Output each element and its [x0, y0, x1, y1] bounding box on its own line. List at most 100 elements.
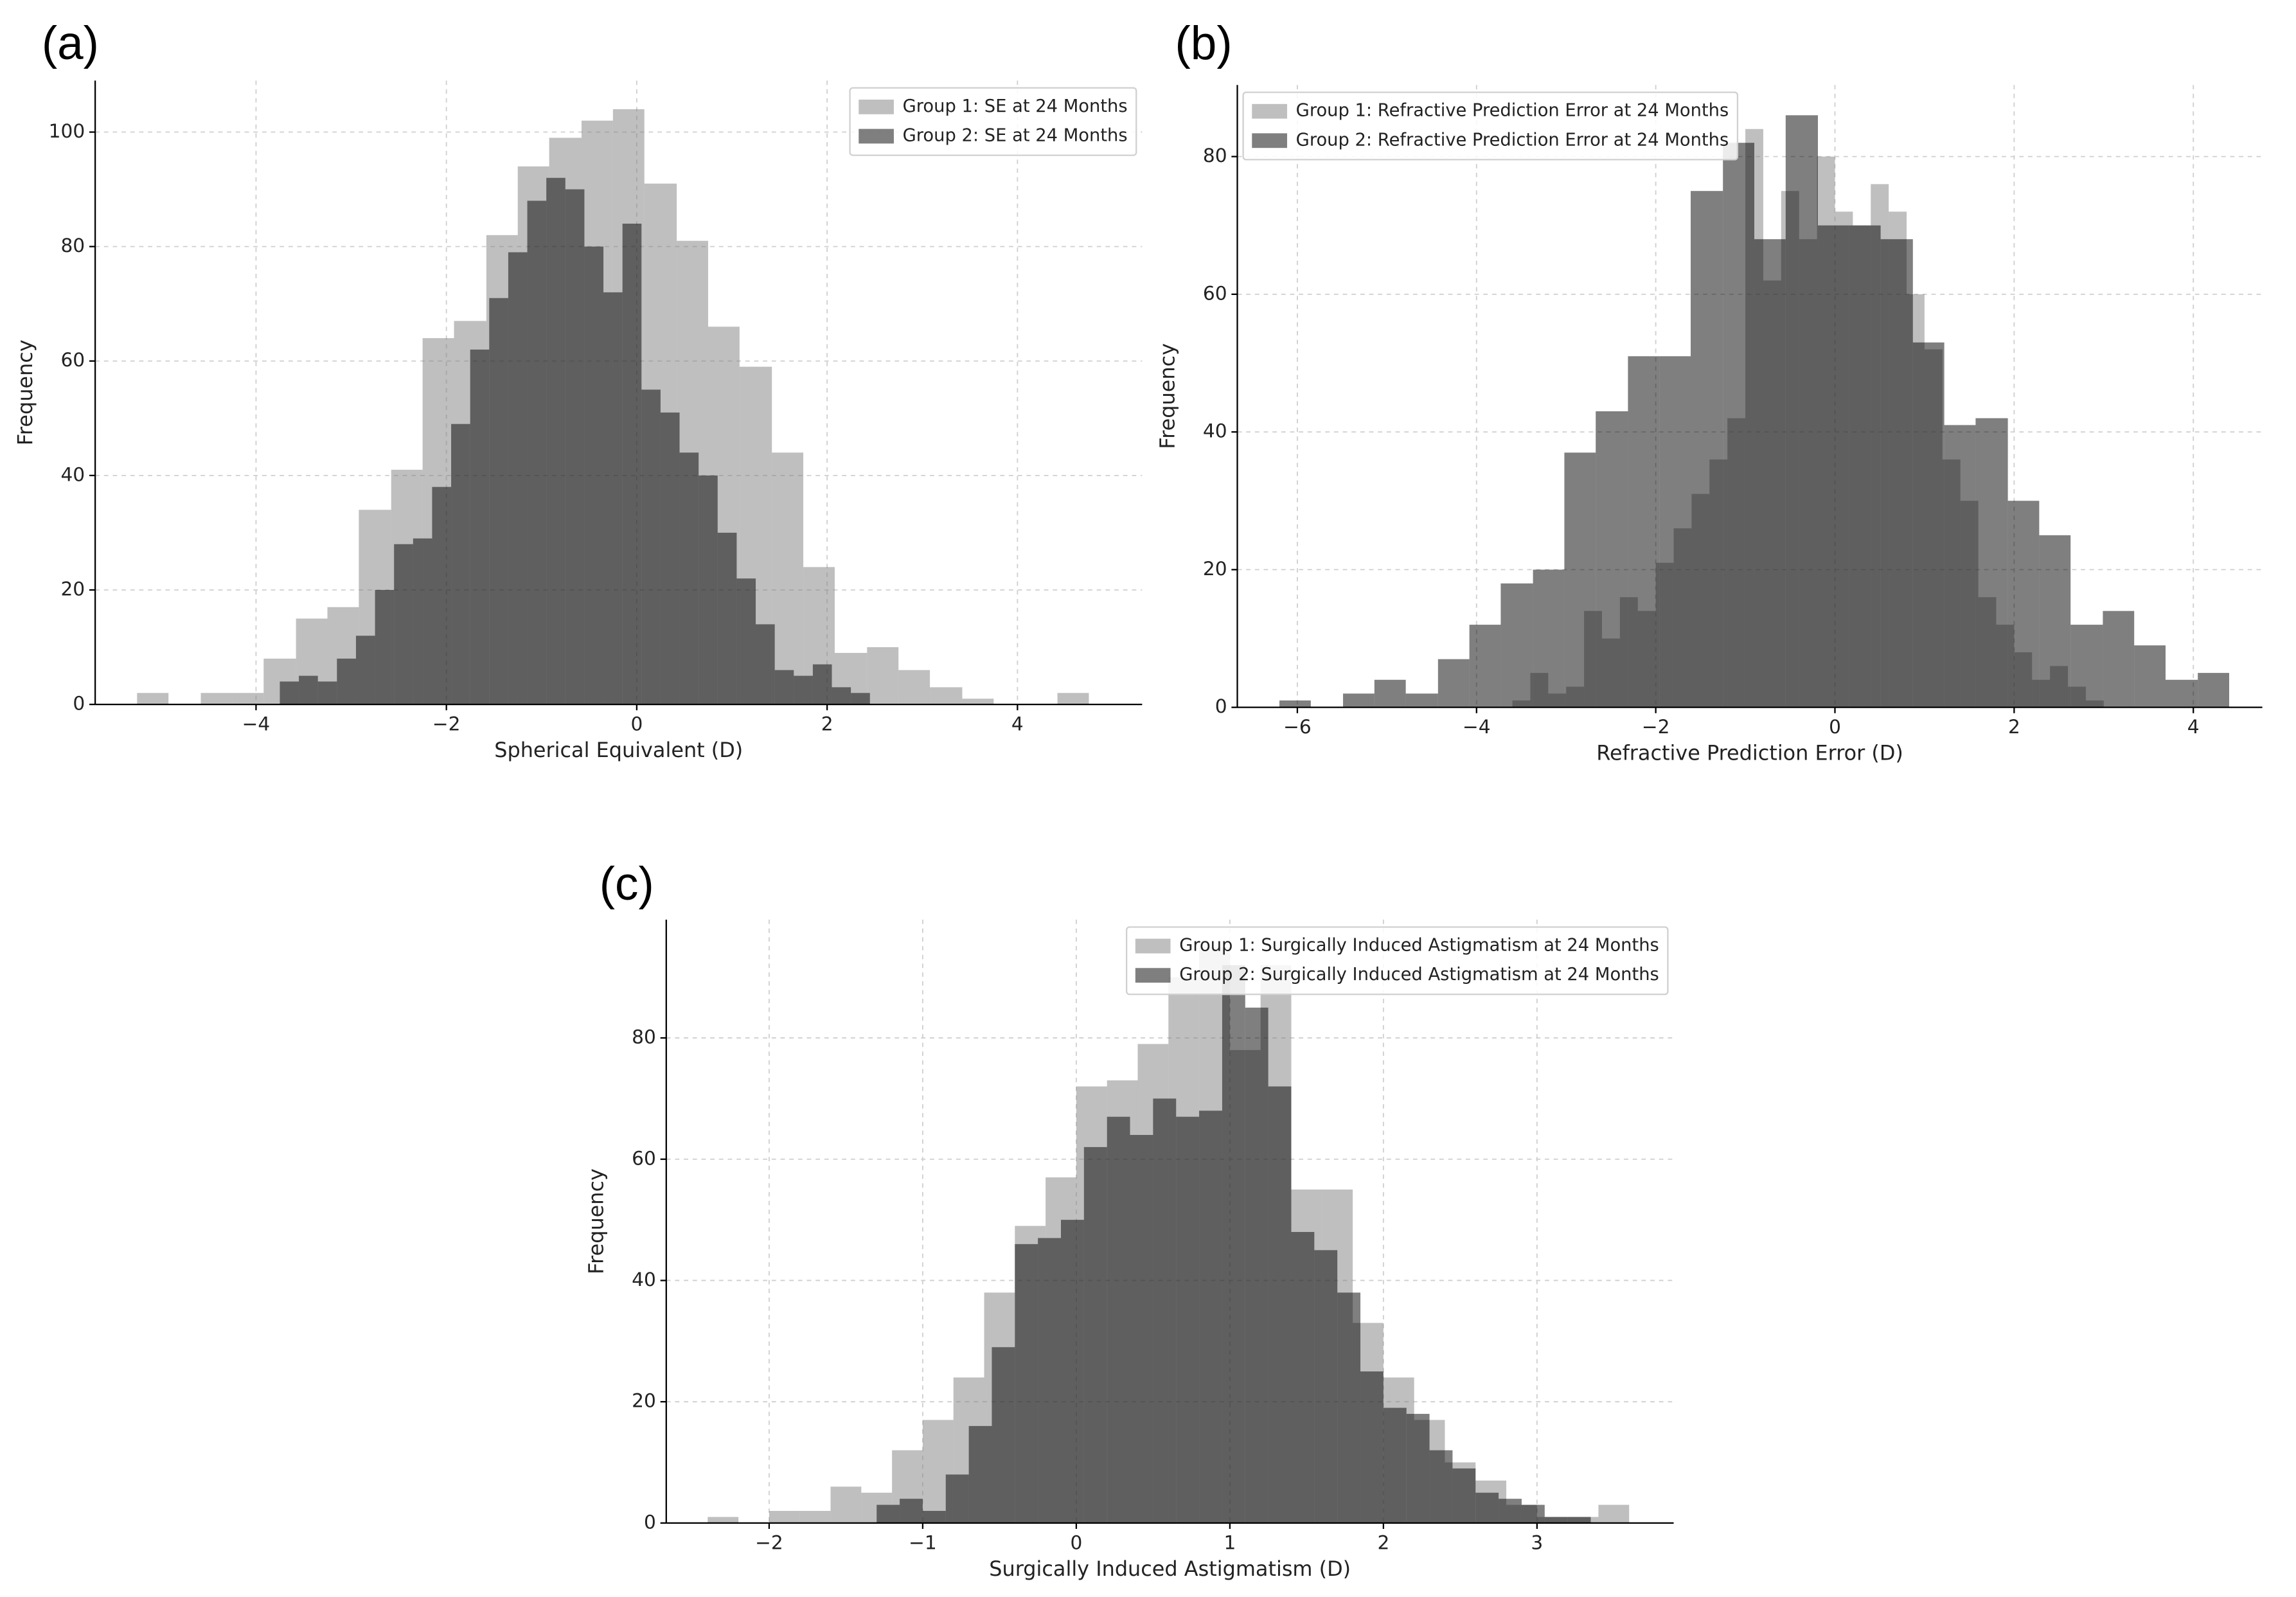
- bar: [832, 687, 851, 705]
- bar: [394, 544, 413, 705]
- legend-text: Group 1: Refractive Prediction Error at …: [1296, 101, 1729, 121]
- bar: [1880, 239, 1913, 708]
- bar: [1475, 1492, 1499, 1523]
- y-tick-label: 60: [60, 349, 85, 371]
- legend-swatch: [1252, 103, 1287, 119]
- bar: [200, 693, 233, 705]
- bar: [2198, 673, 2230, 708]
- panel-label: (a): [42, 17, 99, 69]
- bar: [945, 1474, 969, 1523]
- bar: [413, 538, 432, 705]
- bar: [1598, 1504, 1630, 1523]
- x-tick-label: 0: [1070, 1531, 1082, 1553]
- bar: [2166, 679, 2198, 708]
- bar: [1469, 625, 1501, 708]
- bar: [1754, 239, 1786, 708]
- bar: [1659, 356, 1691, 708]
- x-tick-label: 2: [2008, 716, 2020, 738]
- legend-frame: [1126, 926, 1669, 995]
- bar: [851, 693, 870, 705]
- legend-text: Group 1: Surgically Induced Astigmatism …: [1179, 936, 1659, 956]
- bar: [1452, 1468, 1476, 1523]
- bar: [1975, 418, 2008, 708]
- bar: [232, 693, 264, 705]
- bar: [1628, 356, 1660, 708]
- bar: [2103, 611, 2135, 708]
- bar: [1153, 1098, 1177, 1523]
- y-tick-label: 0: [1215, 695, 1227, 717]
- x-tick-label: 0: [630, 713, 643, 735]
- x-tick-label: 0: [1829, 716, 1841, 738]
- x-tick-label: 3: [1531, 1531, 1543, 1553]
- x-axis-label: Surgically Induced Astigmatism (D): [989, 1557, 1351, 1581]
- bar: [1437, 659, 1470, 708]
- bar: [794, 675, 813, 705]
- y-tick-label: 0: [644, 1511, 656, 1533]
- y-tick-label: 40: [632, 1269, 656, 1290]
- legend-text: Group 2: Surgically Induced Astigmatism …: [1179, 965, 1659, 985]
- bar: [968, 1425, 992, 1523]
- bar: [1567, 1517, 1591, 1523]
- legend-swatch: [1135, 938, 1171, 954]
- bar: [2039, 535, 2071, 708]
- x-axis-label: Spherical Equivalent (D): [494, 738, 743, 762]
- bar: [1360, 1371, 1384, 1523]
- bar: [1176, 1116, 1200, 1523]
- bar: [299, 675, 318, 705]
- bar: [772, 452, 804, 705]
- y-tick-label: 20: [1203, 558, 1227, 580]
- legend-swatch: [859, 129, 894, 144]
- bar: [603, 292, 623, 705]
- bar: [470, 349, 490, 705]
- bar: [508, 252, 528, 705]
- bar: [867, 647, 899, 705]
- bar: [830, 1486, 862, 1523]
- y-tick-label: 20: [60, 578, 85, 600]
- bar: [622, 224, 642, 705]
- legend: Group 1: SE at 24 Months Group 2: SE at 2…: [849, 87, 1137, 156]
- bar: [375, 589, 395, 705]
- bar: [1279, 700, 1311, 708]
- bar: [1596, 411, 1628, 708]
- bar: [1383, 1407, 1407, 1523]
- bar: [2134, 645, 2166, 708]
- bar: [1723, 143, 1755, 708]
- legend-text: Group 2: Refractive Prediction Error at …: [1296, 130, 1729, 150]
- bar: [756, 624, 775, 705]
- y-tick-label: 0: [73, 693, 85, 715]
- bar: [1038, 1238, 1062, 1523]
- bar: [1849, 225, 1881, 708]
- bar: [1500, 583, 1533, 708]
- y-tick-label: 100: [49, 120, 85, 142]
- bar: [900, 1499, 923, 1523]
- x-tick-label: −2: [432, 713, 461, 735]
- x-tick-label: −1: [909, 1531, 937, 1553]
- y-tick-label: 40: [60, 463, 85, 485]
- bar: [1083, 1146, 1107, 1523]
- bar: [2007, 501, 2040, 708]
- y-tick-label: 80: [1203, 145, 1227, 166]
- legend: Group 1: Refractive Prediction Error at …: [1242, 91, 1739, 161]
- x-tick-label: 4: [1011, 713, 1024, 735]
- legend-frame: [1242, 91, 1739, 161]
- bar: [799, 1511, 831, 1523]
- bar: [1544, 1517, 1568, 1523]
- bar: [898, 670, 930, 705]
- bar: [1130, 1135, 1153, 1523]
- bar: [489, 298, 508, 705]
- bar: [432, 486, 452, 705]
- bar: [1314, 1250, 1338, 1523]
- panel: (c) −2 −1 0 1 2 3 0 20 40 60 80 Surgically Induced A…: [584, 858, 1674, 1581]
- bar: [1057, 693, 1089, 705]
- y-tick-label: 60: [1203, 282, 1227, 304]
- bar: [679, 452, 699, 705]
- bar: [1107, 1116, 1130, 1523]
- x-tick-label: 1: [1224, 1531, 1236, 1553]
- x-tick-label: 4: [2187, 716, 2200, 738]
- bar: [1199, 1111, 1222, 1523]
- bar: [769, 1511, 800, 1523]
- bar: [699, 475, 718, 705]
- legend-text: Group 1: SE at 24 Months: [903, 96, 1128, 116]
